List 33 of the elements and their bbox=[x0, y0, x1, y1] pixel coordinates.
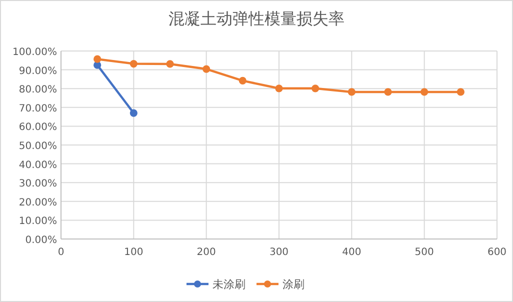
y-tick-label: 80.00% bbox=[18, 84, 57, 96]
x-tick-label: 600 bbox=[487, 247, 507, 258]
point bbox=[312, 84, 320, 92]
point bbox=[384, 88, 392, 96]
y-tick-label: 30.00% bbox=[18, 178, 57, 190]
x-tick-label: 300 bbox=[269, 247, 289, 258]
point bbox=[130, 60, 138, 68]
point bbox=[275, 84, 283, 92]
y-tick-label: 10.00% bbox=[18, 216, 57, 228]
point bbox=[348, 88, 356, 96]
y-tick-label: 60.00% bbox=[18, 122, 57, 134]
legend-label: 未涂刷 bbox=[212, 278, 246, 291]
point bbox=[202, 65, 210, 73]
point bbox=[166, 60, 174, 68]
x-tick-label: 100 bbox=[124, 247, 144, 258]
y-tick-label: 90.00% bbox=[18, 66, 57, 77]
point bbox=[94, 55, 102, 63]
chart-title: 混凝土动弹性模量损失率 bbox=[168, 9, 344, 28]
y-tick-label: 50.00% bbox=[18, 141, 57, 152]
y-tick-label: 70.00% bbox=[18, 103, 57, 114]
y-tick-label: 40.00% bbox=[18, 160, 57, 171]
point bbox=[456, 88, 464, 96]
point bbox=[238, 76, 246, 85]
point bbox=[130, 109, 138, 117]
y-tick-label: 100.00% bbox=[12, 47, 57, 58]
legend-label: 涂刷 bbox=[282, 278, 304, 291]
x-tick-label: 500 bbox=[414, 247, 434, 258]
y-tick-label: 20.00% bbox=[18, 197, 57, 208]
x-tick-label: 0 bbox=[58, 247, 64, 258]
x-tick-label: 400 bbox=[342, 247, 362, 258]
point bbox=[420, 88, 428, 96]
x-tick-label: 200 bbox=[196, 247, 216, 258]
y-tick-label: 0.00% bbox=[25, 235, 57, 246]
